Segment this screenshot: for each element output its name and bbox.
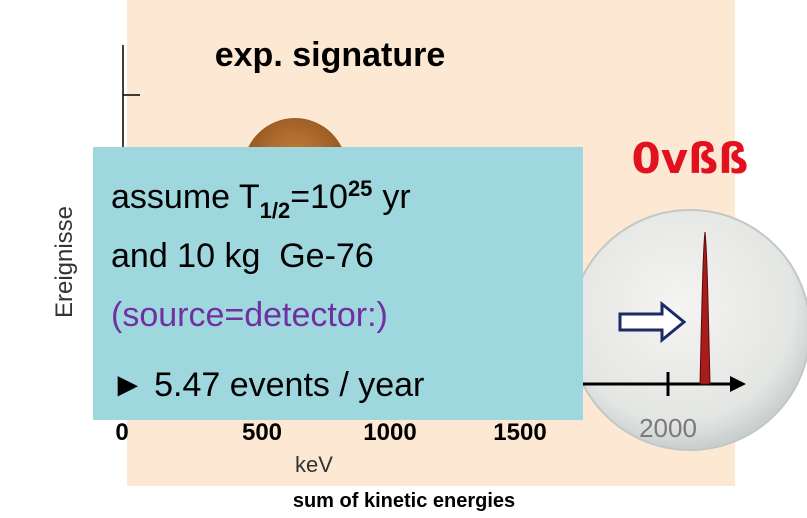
x-tick-label: 500 bbox=[242, 419, 282, 446]
note-line: ► 5.47 events / year bbox=[111, 366, 424, 404]
note-line: (source=detector:) bbox=[111, 296, 388, 334]
note-text: =10 bbox=[290, 178, 348, 216]
page: {"title": "exp. signature", "label": "0v… bbox=[0, 0, 807, 518]
decay-label: 0vßß bbox=[631, 134, 748, 183]
note-line: and 10 kg Ge-76 bbox=[111, 237, 374, 275]
note-text: assume T bbox=[111, 178, 260, 216]
x-tick-label: 1000 bbox=[363, 419, 416, 446]
note-subscript: 1/2 bbox=[260, 198, 291, 223]
note-text: yr bbox=[382, 178, 410, 216]
x-axis-title: sum of kinetic energies bbox=[293, 490, 515, 512]
title: exp. signature bbox=[215, 36, 446, 74]
x-tick-label: 1500 bbox=[493, 419, 546, 446]
inset-tick-label: 2000 bbox=[639, 413, 697, 443]
x-unit: keV bbox=[295, 452, 333, 477]
x-tick-label: 0 bbox=[115, 419, 128, 446]
y-axis-label: Ereignisse bbox=[51, 206, 78, 318]
note-superscript: 25 bbox=[348, 176, 372, 201]
slide: exp. signature 0vßß 2000 0 500 1000 1500… bbox=[0, 0, 807, 518]
